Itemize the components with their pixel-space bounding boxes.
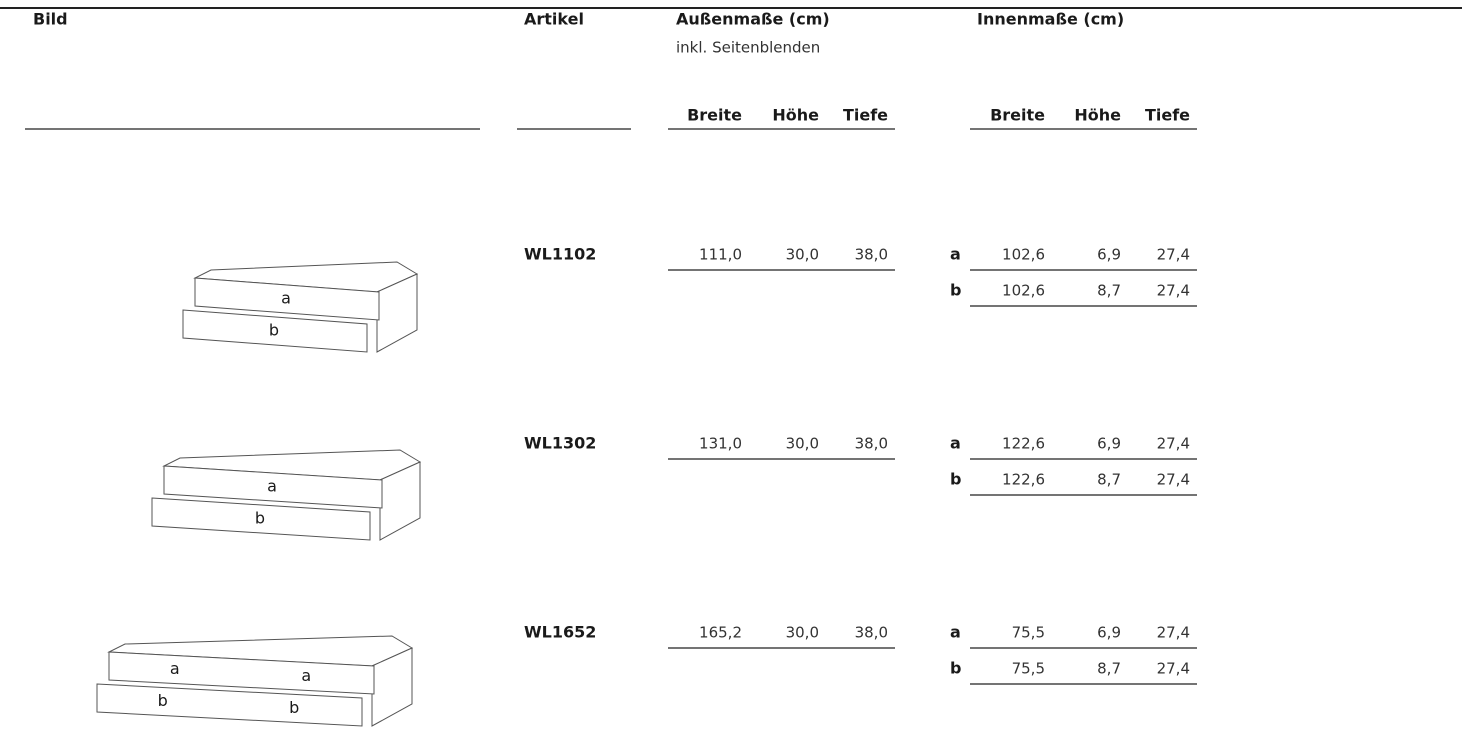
article: WL1302 <box>524 434 596 453</box>
inner-value: 102,6 <box>1002 282 1045 300</box>
col-header: Tiefe <box>843 106 888 125</box>
inner-value: 102,6 <box>1002 246 1045 264</box>
inner-value: 122,6 <box>1002 471 1045 489</box>
col-header: Breite <box>687 106 742 125</box>
header-article: Artikel <box>524 10 584 29</box>
drawer-label: b <box>950 281 961 300</box>
inner-value: 8,7 <box>1097 660 1121 678</box>
drawer-front <box>108 651 375 695</box>
drawing-label: a <box>281 289 291 308</box>
cabinet-side <box>379 461 421 541</box>
inner-value: 8,7 <box>1097 471 1121 489</box>
drawer-label: a <box>950 245 961 264</box>
drawer-front <box>96 683 363 727</box>
outer-value: 30,0 <box>786 624 819 642</box>
drawer-label: b <box>950 470 961 489</box>
header-outer-note: inkl. Seitenblenden <box>676 39 820 57</box>
header-image: Bild <box>33 10 68 29</box>
outer-value: 38,0 <box>855 624 888 642</box>
outer-value: 38,0 <box>855 435 888 453</box>
outer-value: 111,0 <box>699 246 742 264</box>
inner-value: 27,4 <box>1157 471 1190 489</box>
header-inner: Innenmaße (cm) <box>977 10 1124 29</box>
header-outer: Außenmaße (cm) <box>676 10 830 29</box>
drawer-label: a <box>950 623 961 642</box>
drawer-front <box>151 497 371 541</box>
inner-value: 6,9 <box>1097 246 1121 264</box>
article: WL1102 <box>524 245 596 264</box>
inner-value: 27,4 <box>1157 246 1190 264</box>
col-header: Tiefe <box>1145 106 1190 125</box>
drawing-label: b <box>158 691 168 710</box>
drawer-front <box>194 277 380 321</box>
cabinet-side <box>376 273 418 353</box>
inner-value: 6,9 <box>1097 435 1121 453</box>
drawing-label: b <box>289 698 299 717</box>
article: WL1652 <box>524 623 596 642</box>
drawer-label: b <box>950 659 961 678</box>
inner-value: 8,7 <box>1097 282 1121 300</box>
inner-value: 75,5 <box>1012 624 1045 642</box>
outer-value: 30,0 <box>786 435 819 453</box>
inner-value: 27,4 <box>1157 435 1190 453</box>
drawing-label: b <box>269 321 279 340</box>
inner-value: 122,6 <box>1002 435 1045 453</box>
outer-value: 38,0 <box>855 246 888 264</box>
outer-value: 165,2 <box>699 624 742 642</box>
drawing-label: a <box>301 666 311 685</box>
inner-value: 27,4 <box>1157 282 1190 300</box>
col-header: Breite <box>990 106 1045 125</box>
drawer-front <box>182 309 368 353</box>
cabinet-side <box>371 647 413 727</box>
col-header: Höhe <box>772 106 819 125</box>
drawer-front <box>163 465 383 509</box>
drawing-label: b <box>255 509 265 528</box>
inner-value: 27,4 <box>1157 624 1190 642</box>
drawing-label: a <box>170 659 180 678</box>
inner-value: 27,4 <box>1157 660 1190 678</box>
outer-value: 30,0 <box>786 246 819 264</box>
outer-value: 131,0 <box>699 435 742 453</box>
drawing-label: a <box>267 477 277 496</box>
inner-value: 6,9 <box>1097 624 1121 642</box>
inner-value: 75,5 <box>1012 660 1045 678</box>
col-header: Höhe <box>1074 106 1121 125</box>
drawer-label: a <box>950 434 961 453</box>
